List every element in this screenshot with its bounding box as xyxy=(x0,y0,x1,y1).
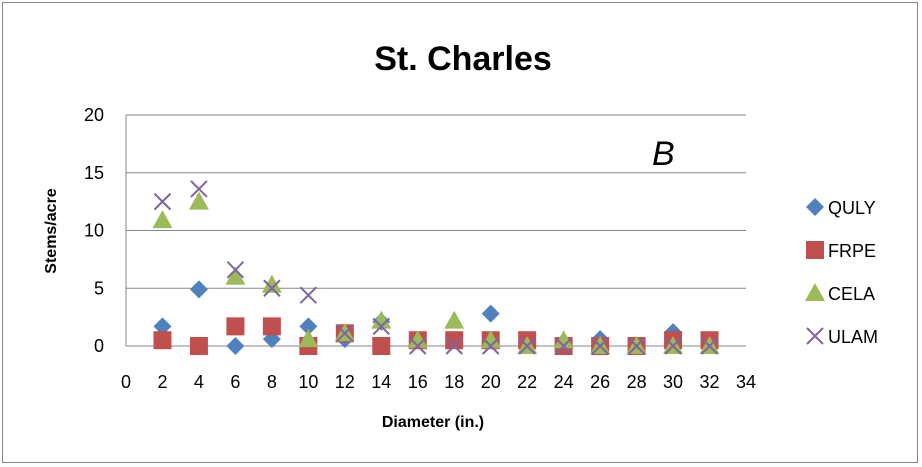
data-points xyxy=(152,180,720,355)
x-tick-label: 10 xyxy=(298,372,318,392)
cela-point xyxy=(261,274,282,293)
x-tick-label: 28 xyxy=(627,372,647,392)
legend-item-quly: QULY xyxy=(806,198,876,218)
quly-point xyxy=(299,317,318,336)
x-tick-label: 32 xyxy=(700,372,720,392)
ulam-point xyxy=(627,337,646,355)
cela-point xyxy=(480,330,501,349)
ulam-point xyxy=(263,279,281,297)
x-tick-label: 22 xyxy=(517,372,537,392)
quly-point xyxy=(226,337,245,355)
x-tick-label: 34 xyxy=(736,372,756,392)
y-tick-label: 10 xyxy=(84,221,104,241)
frpe-point xyxy=(372,337,391,355)
x-tick-label: 24 xyxy=(554,372,574,392)
legend-marker-ulam xyxy=(806,327,824,345)
legend-label: FRPE xyxy=(828,241,876,261)
x-tick-label: 2 xyxy=(157,372,167,392)
panel-annotation: B xyxy=(652,135,675,173)
y-tick-label: 5 xyxy=(94,278,104,298)
x-tick-label: 16 xyxy=(408,372,428,392)
legend-label: ULAM xyxy=(828,327,878,347)
legend-item-ulam: ULAM xyxy=(806,327,878,347)
frpe-point xyxy=(262,317,281,336)
ulam-point xyxy=(554,337,573,355)
legend-marker-frpe xyxy=(806,241,824,259)
y-axis-title: Stems/acre xyxy=(43,188,60,273)
y-tick-label: 15 xyxy=(84,163,104,183)
legend-label: QULY xyxy=(828,198,876,218)
x-tick-label: 14 xyxy=(371,372,391,392)
ulam-point xyxy=(700,337,719,355)
ulam-point xyxy=(153,192,172,211)
cela-point xyxy=(371,310,392,329)
x-tick-label: 12 xyxy=(335,372,355,392)
frpe-point xyxy=(445,331,464,350)
y-tick-label: 0 xyxy=(94,336,104,356)
frpe-point xyxy=(153,331,172,350)
x-tick-label: 30 xyxy=(663,372,683,392)
cela-point xyxy=(298,329,319,348)
x-tick-label: 4 xyxy=(194,372,204,392)
quly-point xyxy=(189,280,208,299)
x-axis-title: Diameter (in.) xyxy=(382,414,484,431)
legend: QULY FRPE CELA ULAM xyxy=(805,198,878,347)
x-tick-label: 0 xyxy=(121,372,131,392)
legend-label: CELA xyxy=(828,284,875,304)
x-tick-label: 20 xyxy=(481,372,501,392)
legend-item-cela: CELA xyxy=(805,283,875,304)
y-axis-ticks: 0 5 10 15 20 xyxy=(84,105,104,356)
ulam-point xyxy=(591,337,609,355)
ulam-point xyxy=(299,286,318,304)
ulam-point xyxy=(190,180,208,198)
cela-point xyxy=(188,191,209,210)
quly-point xyxy=(153,317,172,336)
ulam-point xyxy=(518,337,536,355)
legend-marker-quly xyxy=(806,198,824,216)
x-tick-label: 8 xyxy=(267,372,277,392)
cela-point xyxy=(407,330,428,349)
frpe-point xyxy=(189,337,208,355)
cela-point xyxy=(444,310,465,329)
cela-point xyxy=(225,266,246,285)
cela-point xyxy=(152,210,173,229)
legend-item-frpe: FRPE xyxy=(806,241,876,261)
x-tick-label: 26 xyxy=(590,372,610,392)
quly-point xyxy=(481,304,500,323)
frpe-point xyxy=(226,317,245,336)
ulam-point xyxy=(409,337,427,355)
series-ulam xyxy=(153,180,719,355)
legend-marker-cela xyxy=(805,283,825,301)
y-tick-label: 20 xyxy=(84,105,104,125)
ulam-point xyxy=(372,317,391,336)
x-tick-label: 6 xyxy=(230,372,240,392)
chart-title: St. Charles xyxy=(374,40,552,78)
x-tick-label: 18 xyxy=(444,372,464,392)
ulam-point xyxy=(481,337,500,355)
ulam-point xyxy=(336,324,354,343)
ulam-point xyxy=(445,337,463,355)
cela-point xyxy=(553,330,574,349)
ulam-point xyxy=(226,261,245,279)
ulam-point xyxy=(664,337,682,355)
x-axis-ticks: 0 2 4 6 8 10 12 14 16 18 20 22 24 26 28 30 32 34 xyxy=(121,372,756,392)
